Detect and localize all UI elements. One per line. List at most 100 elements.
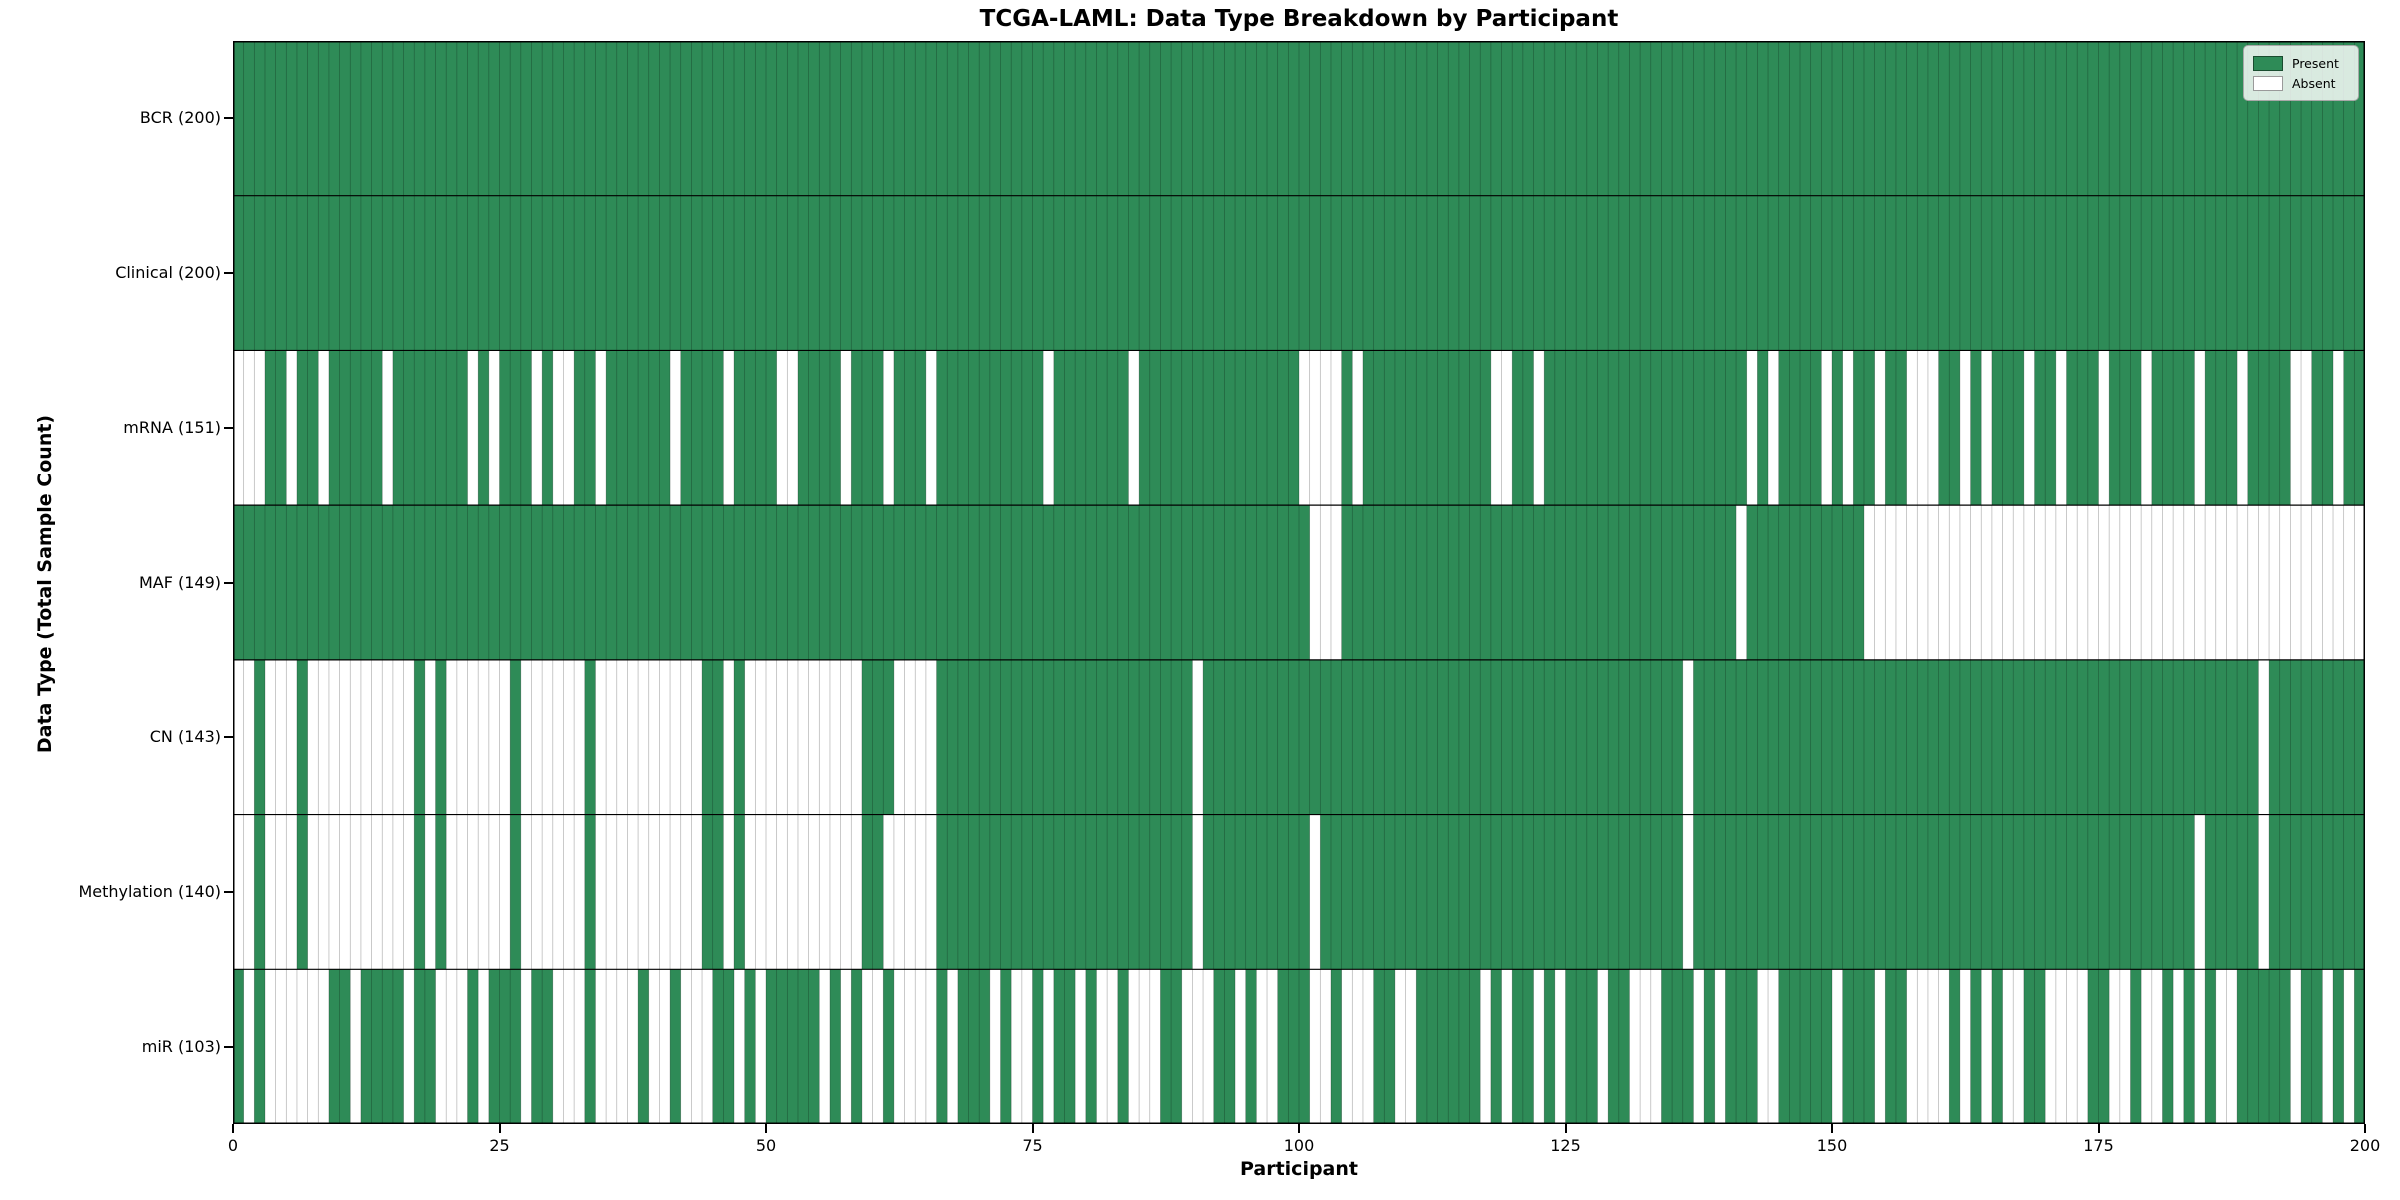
present-run bbox=[1203, 814, 1310, 970]
present-run bbox=[1362, 350, 1491, 506]
present-run bbox=[1032, 969, 1044, 1124]
present-run bbox=[1203, 659, 1683, 815]
present-run bbox=[1608, 969, 1630, 1124]
present-run bbox=[936, 814, 1193, 970]
present-run bbox=[2183, 969, 2195, 1124]
x-tick-mark bbox=[2364, 1124, 2366, 1133]
present-run bbox=[328, 969, 351, 1124]
x-tick-label: 125 bbox=[1550, 1136, 1581, 1155]
present-run bbox=[1117, 969, 1129, 1124]
present-run bbox=[2130, 969, 2142, 1124]
present-run bbox=[1544, 350, 1747, 506]
present-run bbox=[957, 969, 990, 1124]
legend: Present Absent bbox=[2243, 45, 2359, 101]
present-run bbox=[328, 350, 383, 506]
present-run bbox=[1704, 969, 1715, 1124]
present-run bbox=[1970, 969, 1982, 1124]
heatmap-svg bbox=[232, 41, 2366, 1124]
present-run bbox=[829, 969, 841, 1124]
present-run bbox=[606, 350, 671, 506]
legend-entry-present: Present bbox=[2253, 53, 2349, 73]
present-run bbox=[893, 350, 926, 506]
present-run bbox=[1949, 969, 1960, 1124]
x-tick-mark bbox=[765, 1124, 767, 1133]
present-run bbox=[1661, 969, 1694, 1124]
present-run bbox=[851, 969, 862, 1124]
present-run bbox=[861, 814, 884, 970]
present-run bbox=[414, 969, 436, 1124]
present-run bbox=[1565, 969, 1598, 1124]
present-run bbox=[1991, 969, 2003, 1124]
x-tick-label: 75 bbox=[1022, 1136, 1043, 1155]
y-tick-label-maf: MAF (149) bbox=[138, 572, 221, 592]
present-run bbox=[1085, 969, 1097, 1124]
present-run bbox=[1544, 969, 1555, 1124]
present-run bbox=[638, 969, 649, 1124]
present-run bbox=[264, 350, 287, 506]
legend-entry-absent: Absent bbox=[2253, 73, 2349, 93]
present-run bbox=[1139, 350, 1299, 506]
present-run bbox=[1160, 969, 1182, 1124]
present-run bbox=[360, 969, 404, 1124]
present-run bbox=[734, 814, 745, 970]
present-run bbox=[1746, 505, 1864, 660]
present-run bbox=[1245, 969, 1257, 1124]
present-run bbox=[1991, 350, 2024, 506]
present-run bbox=[734, 659, 745, 815]
present-run bbox=[510, 814, 521, 970]
present-run bbox=[254, 659, 265, 815]
present-run bbox=[1885, 969, 1907, 1124]
present-run bbox=[2205, 350, 2238, 506]
present-run bbox=[2333, 969, 2344, 1124]
present-run bbox=[744, 969, 756, 1124]
present-run bbox=[584, 659, 596, 815]
present-run bbox=[1725, 969, 1758, 1124]
y-tick-label-methylation: Methylation (140) bbox=[78, 881, 221, 901]
present-run bbox=[1330, 969, 1342, 1124]
present-run bbox=[233, 969, 244, 1124]
heatmap-plot-area bbox=[232, 41, 2366, 1124]
present-run bbox=[1970, 350, 1982, 506]
present-run bbox=[1277, 969, 1310, 1124]
present-run bbox=[936, 659, 1193, 815]
present-run bbox=[584, 814, 596, 970]
y-tick-mark bbox=[224, 272, 233, 275]
present-run bbox=[2247, 350, 2291, 506]
x-tick-label: 175 bbox=[2083, 1136, 2114, 1155]
present-run bbox=[2034, 350, 2056, 506]
present-run bbox=[1693, 814, 2195, 970]
x-tick-label: 100 bbox=[1283, 1136, 1315, 1155]
y-axis-label: Data Type (Total Sample Count) bbox=[34, 414, 56, 754]
x-tick-label: 25 bbox=[489, 1136, 510, 1155]
row-dividers bbox=[233, 195, 2365, 970]
present-run bbox=[478, 350, 489, 506]
present-run bbox=[296, 350, 319, 506]
y-tick-label-bcr: BCR (200) bbox=[139, 108, 221, 128]
present-run bbox=[574, 350, 596, 506]
y-tick-mark bbox=[224, 1045, 233, 1048]
legend-absent-label: Absent bbox=[2292, 75, 2336, 91]
present-run bbox=[435, 659, 447, 815]
present-run bbox=[254, 814, 265, 970]
y-tick-mark bbox=[224, 736, 233, 739]
present-run bbox=[1320, 814, 1683, 970]
present-run bbox=[233, 41, 2365, 196]
present-run bbox=[936, 969, 948, 1124]
present-run bbox=[542, 350, 553, 506]
present-run bbox=[766, 969, 820, 1124]
present-run bbox=[584, 969, 596, 1124]
x-tick-mark bbox=[1564, 1124, 1567, 1133]
plot-spine bbox=[233, 41, 2365, 1124]
present-run bbox=[1341, 350, 1353, 506]
present-run bbox=[2162, 969, 2174, 1124]
present-run bbox=[488, 969, 521, 1124]
x-axis-label: Participant bbox=[1239, 1158, 1358, 1180]
present-run bbox=[1512, 969, 1534, 1124]
present-run bbox=[1512, 350, 1534, 506]
present-run bbox=[1832, 350, 1843, 506]
legend-present-label: Present bbox=[2292, 55, 2339, 71]
present-run bbox=[414, 814, 425, 970]
present-run bbox=[254, 969, 265, 1124]
present-run bbox=[1853, 350, 1875, 506]
